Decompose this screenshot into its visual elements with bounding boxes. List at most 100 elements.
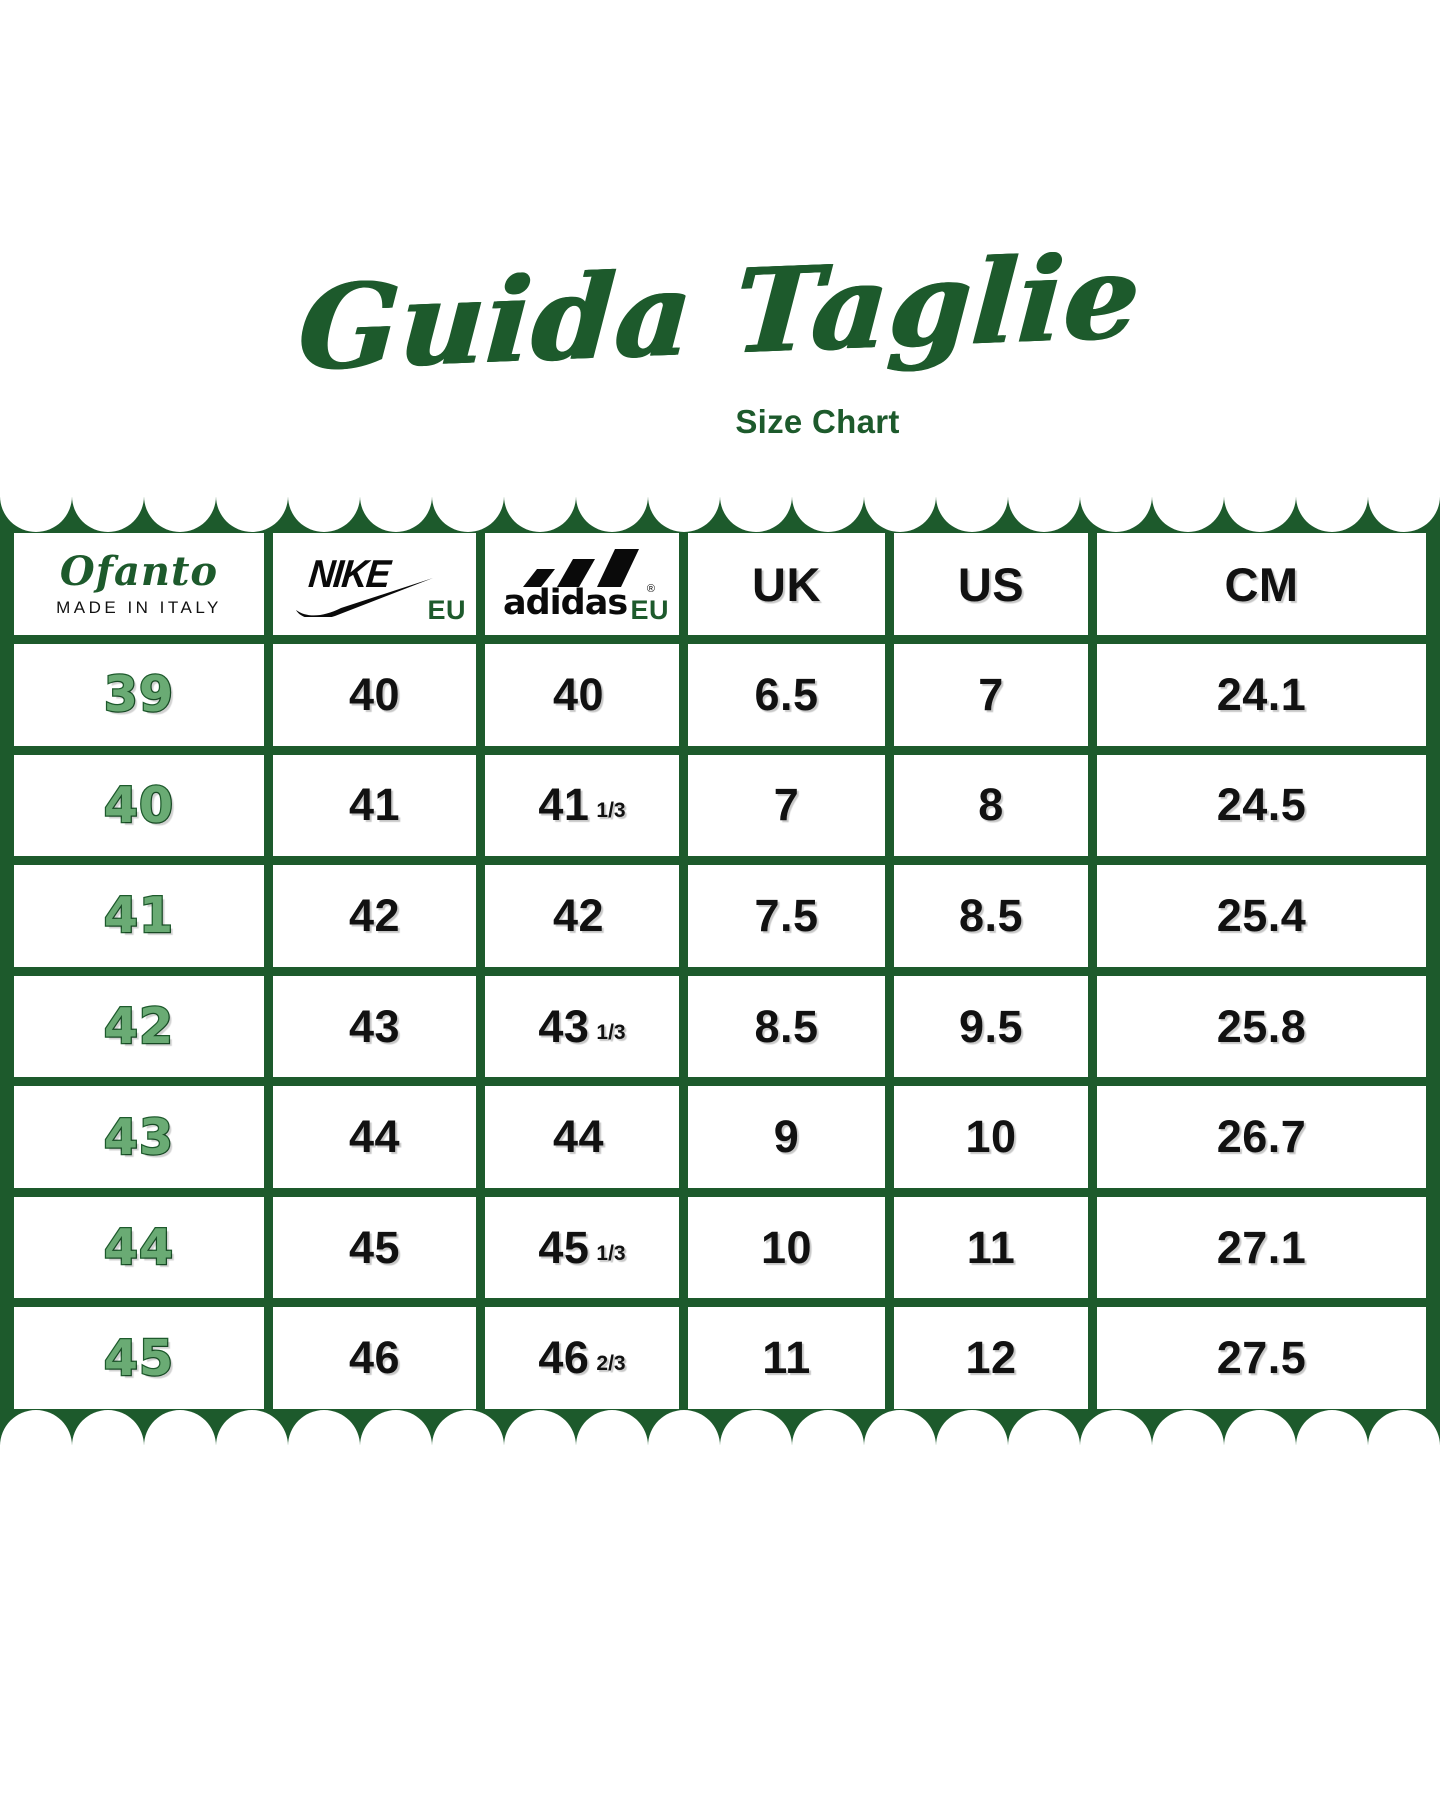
cell-adidas: 46 2/3	[485, 1307, 679, 1410]
scallop-notch	[432, 496, 504, 532]
value-ofanto: 41	[103, 886, 175, 946]
scallop-notch	[72, 496, 144, 532]
cell-uk: 10	[688, 1196, 885, 1299]
value-ofanto: 45	[103, 1329, 175, 1389]
cell-nike: 42	[273, 865, 476, 967]
cell-ofanto: 42	[14, 975, 264, 1078]
cell-cm: 24.5	[1097, 754, 1426, 857]
cell-ofanto: 44	[14, 1196, 264, 1299]
value-ofanto: 43	[103, 1107, 175, 1167]
value-ofanto: 40	[103, 776, 175, 836]
cell-nike: 46	[273, 1307, 476, 1410]
nike-region-label: EU	[427, 595, 466, 625]
ofanto-brand-name: Ofanto	[59, 548, 219, 595]
value-ofanto: 44	[103, 1218, 175, 1278]
value-uk: 10	[760, 1221, 813, 1273]
value-adidas: 43 1/3	[538, 1001, 625, 1053]
scallop-notch	[1080, 496, 1152, 532]
scallop-notch	[360, 1410, 432, 1446]
cell-cm: 27.5	[1097, 1307, 1426, 1410]
value-us: 8.5	[958, 889, 1024, 941]
title-block: Guida Taglie Size Chart	[0, 229, 1440, 485]
scallop-notch	[1368, 1410, 1440, 1446]
scallop-notch	[792, 1410, 864, 1446]
cell-uk: 9	[688, 1086, 885, 1188]
header-label-cm: CM	[1224, 557, 1299, 611]
nike-swoosh-icon	[296, 578, 433, 617]
scallop-notch	[504, 496, 576, 532]
scallop-notch	[864, 1410, 936, 1446]
table-row: 45 46 46 2/3 11 12 27.5	[14, 1307, 1426, 1410]
scallop-notch	[576, 496, 648, 532]
cell-nike: 41	[273, 754, 476, 857]
value-adidas: 40	[553, 669, 611, 721]
scallop-notch	[1224, 1410, 1296, 1446]
value-uk: 7	[773, 779, 800, 831]
cell-uk: 7.5	[688, 865, 885, 967]
value-cm: 25.4	[1216, 889, 1307, 941]
scallop-notch	[1224, 496, 1296, 532]
table-row: 44 45 45 1/3 10 11 27.1	[14, 1196, 1426, 1299]
value-adidas-main: 40	[552, 668, 605, 720]
scallop-notch	[288, 1410, 360, 1446]
scallop-notch	[504, 1410, 576, 1446]
scallop-notch	[432, 1410, 504, 1446]
value-adidas-fraction: 1/3	[596, 1020, 626, 1044]
scallop-notch	[0, 496, 72, 532]
scallop-notch	[720, 496, 792, 532]
scallop-edge-bottom	[0, 1410, 1440, 1446]
cell-nike: 44	[273, 1086, 476, 1188]
cell-uk: 11	[688, 1307, 885, 1410]
value-nike: 44	[348, 1111, 401, 1163]
cell-us: 11	[894, 1196, 1088, 1299]
table-header-row: Ofanto MADE IN ITALY NIKE EU	[14, 533, 1426, 635]
cell-ofanto: 39	[14, 644, 264, 746]
header-label-uk: UK	[752, 557, 821, 611]
value-adidas-main: 44	[552, 1111, 605, 1163]
scallop-notch	[144, 496, 216, 532]
value-cm: 26.7	[1216, 1111, 1307, 1163]
cell-us: 7	[894, 644, 1088, 746]
value-adidas-fraction: 2/3	[596, 1352, 626, 1376]
value-ofanto: 42	[103, 997, 175, 1057]
cell-cm: 24.1	[1097, 644, 1426, 746]
ofanto-logo: Ofanto MADE IN ITALY	[56, 548, 222, 617]
cell-uk: 8.5	[688, 975, 885, 1078]
header-cell-us: US	[894, 533, 1088, 635]
header-label-us: US	[957, 557, 1025, 611]
cell-us: 8.5	[894, 865, 1088, 967]
value-nike: 46	[348, 1332, 401, 1384]
value-nike: 41	[348, 779, 401, 831]
value-adidas: 41 1/3	[538, 779, 625, 831]
cell-cm: 25.4	[1097, 865, 1426, 967]
scallop-notch	[216, 1410, 288, 1446]
adidas-logo: adidas ®	[503, 549, 655, 623]
table-row: 39 40 40 6.5 7 24.1	[14, 644, 1426, 746]
value-adidas-main: 41	[538, 779, 590, 831]
value-uk: 7.5	[754, 889, 819, 941]
value-adidas-fraction: 1/3	[596, 1241, 626, 1265]
scallop-edge-top	[0, 496, 1440, 532]
value-us: 9.5	[958, 1000, 1024, 1052]
cell-nike: 45	[273, 1196, 476, 1299]
value-us: 11	[966, 1221, 1016, 1273]
value-cm: 25.8	[1216, 1000, 1307, 1052]
table-row: 40 41 41 1/3 7 8 24.5	[14, 754, 1426, 857]
scallop-notch	[792, 496, 864, 532]
size-table-frame: Ofanto MADE IN ITALY NIKE EU	[0, 496, 1440, 1446]
value-adidas: 42	[553, 890, 611, 942]
value-adidas-main: 43	[538, 1000, 590, 1052]
scallop-notch	[144, 1410, 216, 1446]
cell-us: 12	[894, 1307, 1088, 1410]
value-nike: 42	[348, 889, 401, 941]
value-cm: 27.5	[1216, 1332, 1307, 1384]
table-row: 41 42 42 7.5 8.5 25.4	[14, 865, 1426, 967]
scallop-notch	[216, 496, 288, 532]
value-nike: 43	[348, 1000, 401, 1052]
cell-us: 9.5	[894, 975, 1088, 1078]
scallop-notch	[1080, 1410, 1152, 1446]
value-ofanto: 39	[103, 665, 175, 725]
value-adidas: 46 2/3	[538, 1332, 625, 1384]
page-subtitle: Size Chart	[735, 403, 900, 440]
